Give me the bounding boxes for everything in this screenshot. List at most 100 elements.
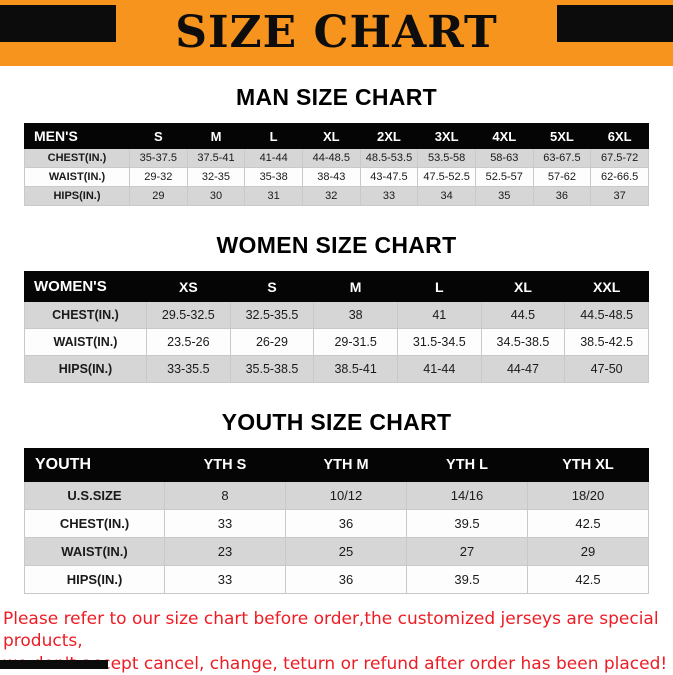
size-cell: 14/16 <box>406 481 528 510</box>
size-cell: 36 <box>285 565 407 594</box>
banner-corner-left <box>0 5 116 42</box>
row-label: HIPS(IN.) <box>24 565 165 594</box>
size-cell: 36 <box>285 509 407 538</box>
size-cell: 33 <box>164 565 286 594</box>
column-header: XXL <box>564 271 649 302</box>
size-cell: 42.5 <box>527 509 649 538</box>
size-cell: 29-31.5 <box>313 328 398 356</box>
size-cell: 37 <box>590 186 649 206</box>
size-cell: 34.5-38.5 <box>480 328 566 356</box>
size-cell: 26-29 <box>229 328 315 356</box>
size-cell: 52.5-57 <box>474 167 534 187</box>
size-cell: 63-67.5 <box>532 148 592 168</box>
size-cell: 32 <box>301 186 361 206</box>
column-header: L <box>396 271 482 302</box>
size-cell: 47-50 <box>564 355 649 383</box>
column-header: 5XL <box>532 123 592 149</box>
table-title-cell: MEN'S <box>24 123 130 149</box>
size-cell: 31.5-34.5 <box>396 328 482 356</box>
row-label: CHEST(IN.) <box>24 509 165 538</box>
size-cell: 38-43 <box>301 167 361 187</box>
size-cell: 27 <box>406 537 528 566</box>
column-header: S <box>229 271 315 302</box>
row-label: WAIST(IN.) <box>24 537 165 566</box>
header-row: YOUTH YTH S YTH M YTH L YTH XL <box>24 448 649 482</box>
size-cell: 30 <box>186 186 246 206</box>
size-cell: 18/20 <box>527 481 649 510</box>
table-row: CHEST(IN.) 35-37.5 37.5-41 41-44 44-48.5 48.5… <box>24 148 649 168</box>
size-cell: 8 <box>164 481 286 510</box>
column-header: XS <box>146 271 231 302</box>
column-header: 3XL <box>417 123 476 149</box>
size-cell: 41 <box>396 301 482 329</box>
women-size-table: WOMEN'S XS S M L XL XXL CHEST(IN.) 29.5-32.5 32.5… <box>24 271 649 383</box>
size-cell: 23 <box>164 537 286 566</box>
size-cell: 29 <box>129 186 188 206</box>
table-title-cell: YOUTH <box>24 448 165 482</box>
size-cell: 33 <box>164 509 286 538</box>
size-cell: 32-35 <box>186 167 246 187</box>
table-row: WAIST(IN.) 29-32 32-35 35-38 38-43 43-47.5 47.… <box>24 167 649 187</box>
header-row: WOMEN'S XS S M L XL XXL <box>24 271 649 302</box>
row-label: CHEST(IN.) <box>24 148 130 168</box>
size-chart-sections: MAN SIZE CHART MEN'S S M L XL 2XL 3XL 4XL 5XL 6XL C… <box>0 84 673 594</box>
size-cell: 38.5-42.5 <box>564 328 649 356</box>
row-label: HIPS(IN.) <box>24 186 130 206</box>
size-cell: 35-38 <box>244 167 303 187</box>
table-row: U.S.SIZE 8 10/12 14/16 18/20 <box>24 481 649 510</box>
size-cell: 58-63 <box>474 148 534 168</box>
row-label: WAIST(IN.) <box>24 167 130 187</box>
size-cell: 39.5 <box>406 565 528 594</box>
table-row: WAIST(IN.) 23 25 27 29 <box>24 537 649 566</box>
column-header: XL <box>301 123 361 149</box>
size-cell: 32.5-35.5 <box>229 301 315 329</box>
table-row: HIPS(IN.) 33-35.5 35.5-38.5 38.5-41 41-44 44-… <box>24 355 649 383</box>
size-cell: 29.5-32.5 <box>146 301 231 329</box>
size-cell: 53.5-58 <box>417 148 476 168</box>
size-cell: 47.5-52.5 <box>417 167 476 187</box>
men-size-table: MEN'S S M L XL 2XL 3XL 4XL 5XL 6XL CHEST(IN.) 35-37… <box>24 123 649 206</box>
size-cell: 43-47.5 <box>359 167 419 187</box>
size-cell: 35-37.5 <box>129 148 188 168</box>
header-row: MEN'S S M L XL 2XL 3XL 4XL 5XL 6XL <box>24 123 649 149</box>
table-row: HIPS(IN.) 33 36 39.5 42.5 <box>24 565 649 594</box>
size-cell: 25 <box>285 537 407 566</box>
size-cell: 48.5-53.5 <box>359 148 419 168</box>
size-cell: 41-44 <box>244 148 303 168</box>
women-section-heading: WOMEN SIZE CHART <box>216 232 457 258</box>
column-header: YTH XL <box>527 448 649 482</box>
men-section-heading: MAN SIZE CHART <box>236 84 437 110</box>
table-row: WAIST(IN.) 23.5-26 26-29 29-31.5 31.5-34.5 34… <box>24 328 649 356</box>
banner-corner-right <box>557 5 673 42</box>
size-cell: 57-62 <box>532 167 592 187</box>
size-cell: 35 <box>474 186 534 206</box>
size-cell: 44-48.5 <box>301 148 361 168</box>
column-header: S <box>129 123 188 149</box>
size-cell: 67.5-72 <box>590 148 649 168</box>
banner: SIZE CHART <box>0 0 673 66</box>
column-header: XL <box>480 271 566 302</box>
page-title: SIZE CHART <box>175 7 498 58</box>
size-cell: 10/12 <box>285 481 407 510</box>
size-cell: 38 <box>313 301 398 329</box>
size-cell: 35.5-38.5 <box>229 355 315 383</box>
table-title-cell: WOMEN'S <box>24 271 147 302</box>
size-cell: 39.5 <box>406 509 528 538</box>
size-cell: 41-44 <box>396 355 482 383</box>
size-cell: 33 <box>359 186 419 206</box>
size-cell: 44.5 <box>480 301 566 329</box>
column-header: L <box>244 123 303 149</box>
size-cell: 36 <box>532 186 592 206</box>
size-cell: 37.5-41 <box>186 148 246 168</box>
table-row: HIPS(IN.) 29 30 31 32 33 34 35 36 37 <box>24 186 649 206</box>
youth-size-table: YOUTH YTH S YTH M YTH L YTH XL U.S.SIZE 8 10/12… <box>24 448 649 594</box>
size-cell: 38.5-41 <box>313 355 398 383</box>
women-size-section: WOMEN SIZE CHART WOMEN'S XS S M L XL XXL CHEST(I… <box>0 232 673 383</box>
bottom-corner-left <box>0 660 108 669</box>
row-label: U.S.SIZE <box>24 481 165 510</box>
column-header: 2XL <box>359 123 419 149</box>
column-header: 4XL <box>474 123 534 149</box>
size-cell: 23.5-26 <box>146 328 231 356</box>
size-cell: 44.5-48.5 <box>564 301 649 329</box>
